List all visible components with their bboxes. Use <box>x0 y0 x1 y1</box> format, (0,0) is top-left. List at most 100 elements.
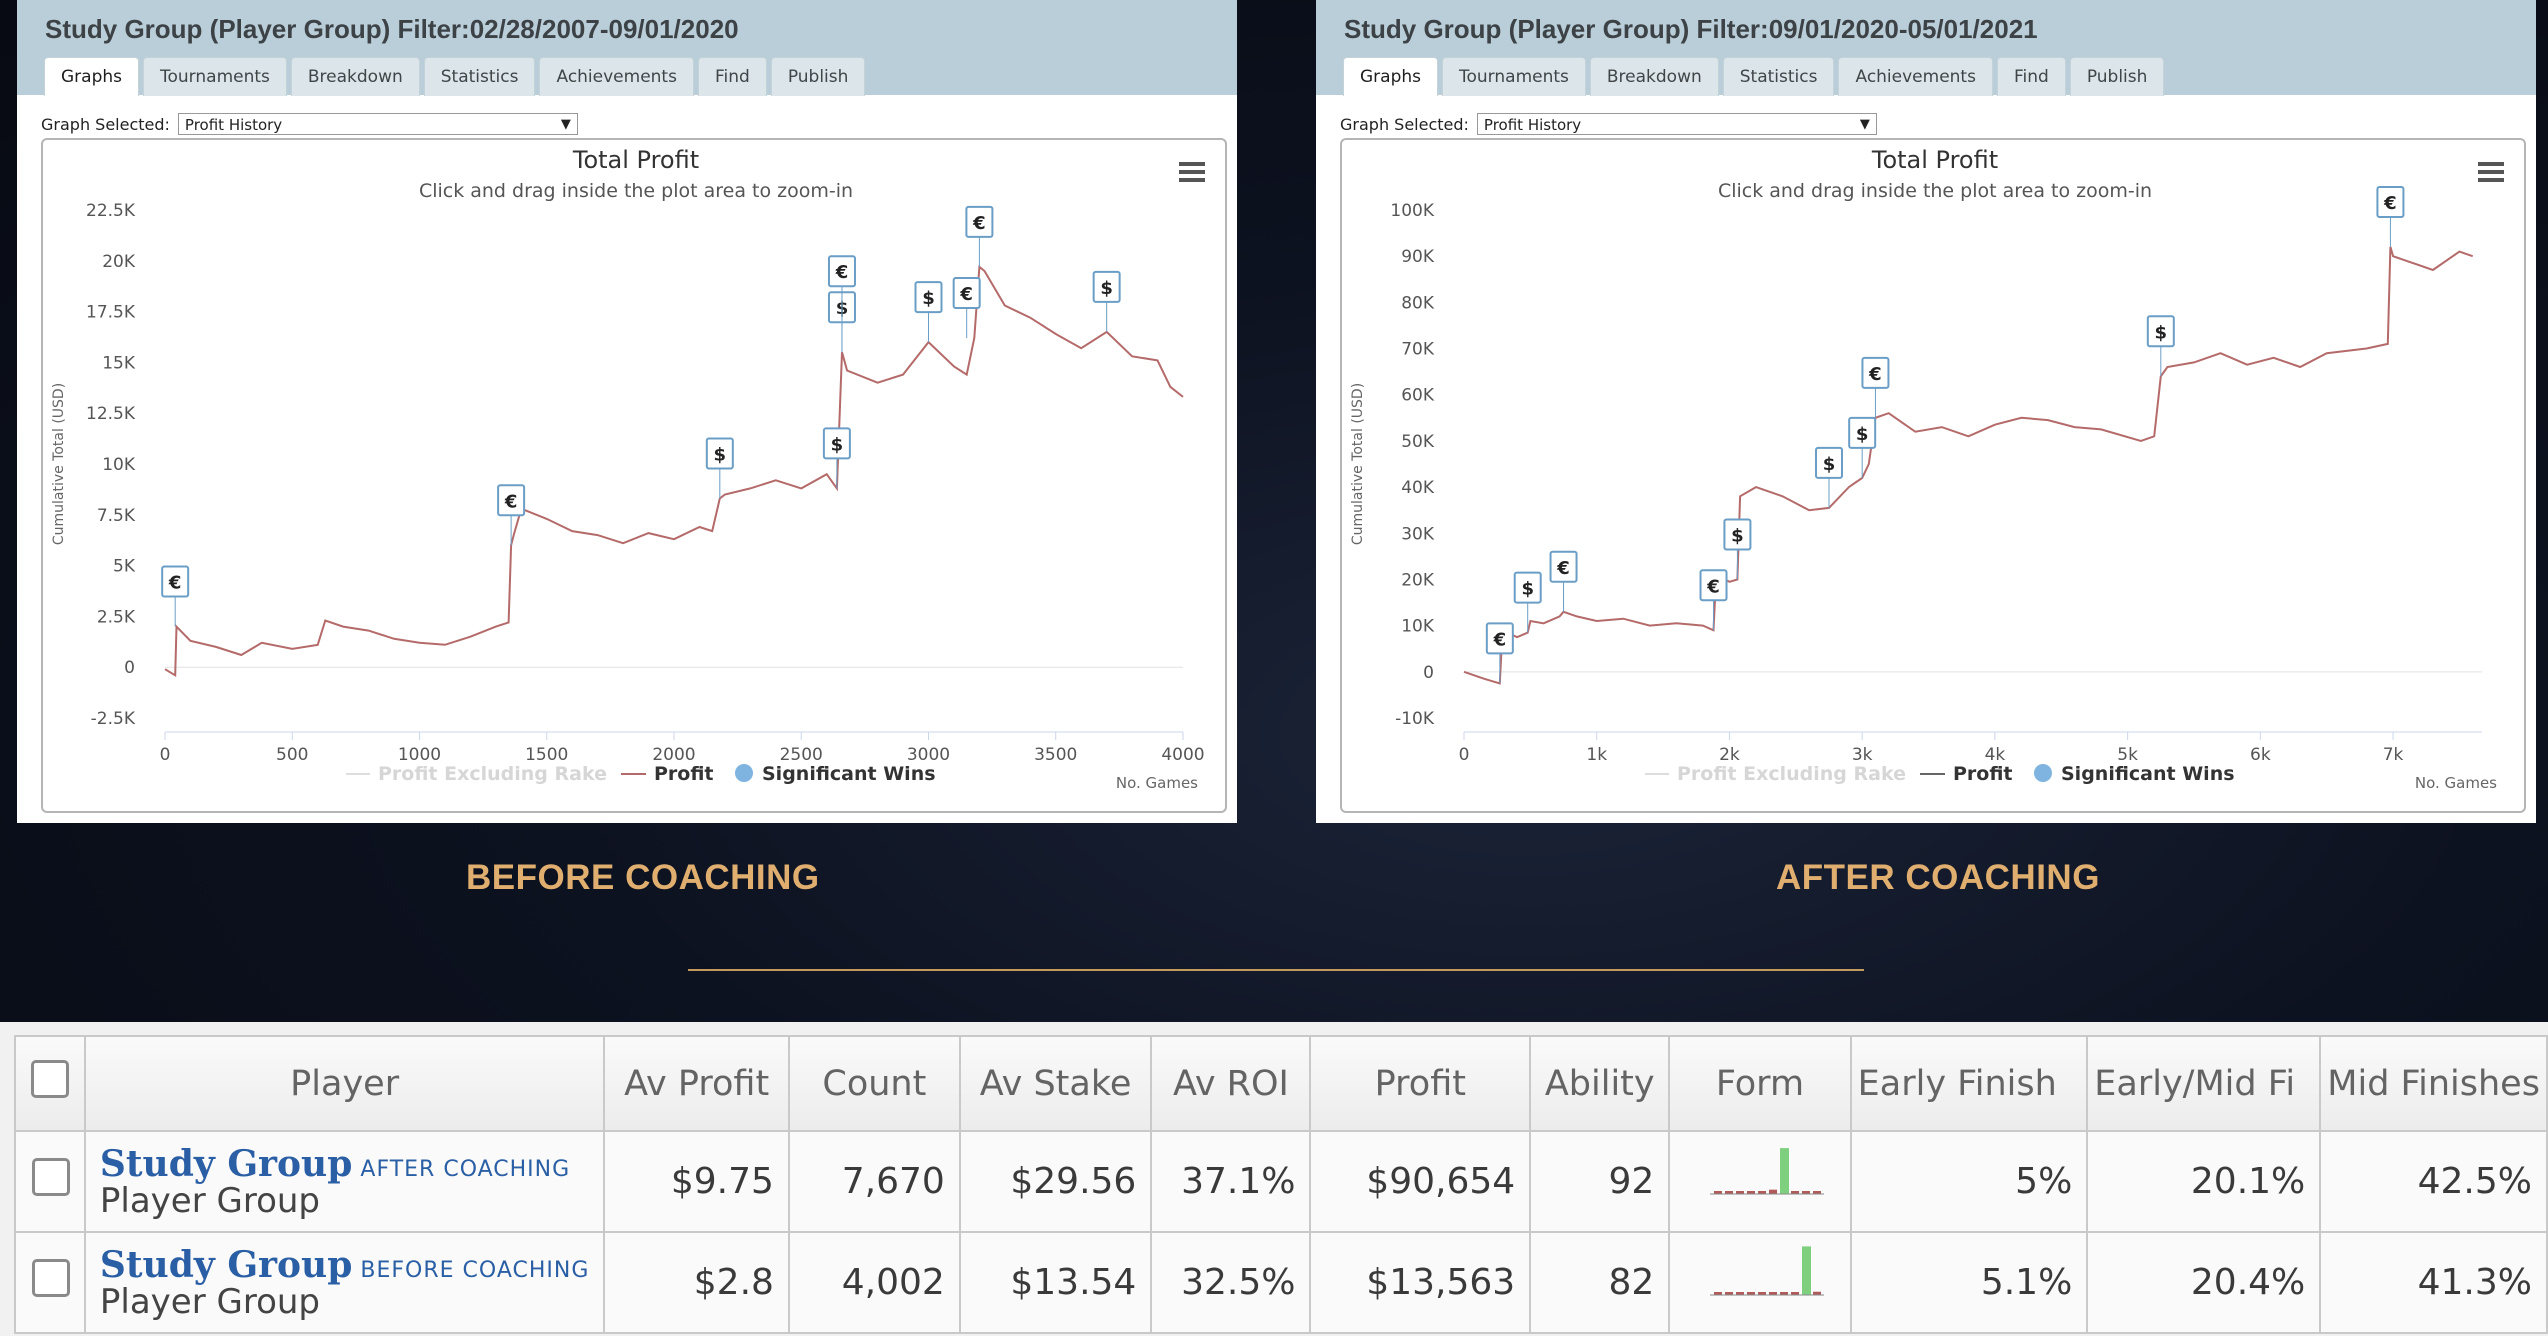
flag-box <box>1814 446 1843 479</box>
x-tick-label: 3500 <box>1034 745 1077 765</box>
player-cell: Study Group BEFORE COACHING Player Group <box>83 1231 606 1334</box>
flag-box <box>2146 315 2175 348</box>
tab-tournaments[interactable]: Tournaments <box>143 57 287 96</box>
y-tick-label: 20K <box>1401 570 1435 590</box>
y-tick-label: 15K <box>102 353 136 373</box>
col-header-form[interactable]: Form <box>1668 1035 1852 1132</box>
stats-table-area: Player Av Profit Count Av Stake Av ROI P… <box>0 1022 2548 1336</box>
tab-find[interactable]: Find <box>1996 57 2066 96</box>
col-header-player[interactable]: Player <box>83 1035 606 1132</box>
significant-win-flag: $ <box>914 281 943 343</box>
col-header-early-mid[interactable]: Early/Mid Fi <box>2086 1035 2322 1132</box>
mid-finishes-cell: 42.5% <box>2319 1130 2548 1233</box>
early-mid-cell: 20.1% <box>2086 1130 2322 1233</box>
form-sparkline <box>1709 1246 1824 1296</box>
y-tick-label: 10K <box>102 455 136 475</box>
select-all-checkbox[interactable] <box>30 1060 69 1098</box>
col-header-mid-finishes[interactable]: Mid Finishes <box>2319 1035 2548 1132</box>
profit-chart-after[interactable]: Total Profit Click and drag inside the pl… <box>1340 138 2526 813</box>
y-tick-label: 80K <box>1401 293 1435 313</box>
significant-win-flag: € <box>1549 550 1578 612</box>
tab-breakdown[interactable]: Breakdown <box>1589 57 1719 96</box>
row-checkbox[interactable] <box>31 1259 70 1297</box>
row-checkbox[interactable] <box>31 1158 70 1196</box>
y-tick-label: 100K <box>1390 201 1434 221</box>
form-bar <box>1801 1191 1810 1194</box>
profit-chart-before[interactable]: Total Profit Click and drag inside the pl… <box>41 138 1227 813</box>
flag-box <box>952 277 981 310</box>
form-bar <box>1746 1191 1755 1194</box>
x-tick-label: 2000 <box>652 745 695 765</box>
col-header-early-finish[interactable]: Early Finish <box>1849 1035 2089 1132</box>
tab-graphs[interactable]: Graphs <box>44 57 140 96</box>
tab-breakdown[interactable]: Breakdown <box>290 57 420 96</box>
x-tick-label: 0 <box>1459 745 1470 765</box>
flag-box <box>1723 518 1752 551</box>
menu-line <box>1179 162 1205 166</box>
y-tick-label: 17.5K <box>86 303 136 323</box>
flag-symbol: € <box>835 262 849 283</box>
tab-graphs[interactable]: Graphs <box>1343 57 1439 96</box>
tab-achievements[interactable]: Achievements <box>539 57 694 96</box>
tab-statistics[interactable]: Statistics <box>1722 57 1835 96</box>
menu-line <box>1179 170 1205 174</box>
chart-title: Total Profit <box>572 146 699 174</box>
table-row[interactable]: Study Group AFTER COACHING Player Group $… <box>14 1130 2548 1233</box>
col-header-av-profit[interactable]: Av Profit <box>603 1035 790 1132</box>
form-bar <box>1724 1292 1733 1295</box>
significant-win-flag: € <box>1485 622 1514 684</box>
tab-publish[interactable]: Publish <box>770 57 866 96</box>
significant-win-flag: $ <box>2146 315 2175 377</box>
col-header-ability[interactable]: Ability <box>1529 1035 1671 1132</box>
graph-select-dropdown[interactable]: Profit History ▼ <box>177 113 578 135</box>
chevron-down-icon: ▼ <box>560 117 571 132</box>
tab-publish[interactable]: Publish <box>2069 57 2165 96</box>
ability-cell: 92 <box>1529 1130 1671 1233</box>
chart-subtitle: Click and drag inside the plot area to z… <box>419 180 853 202</box>
col-header-av-roi[interactable]: Av ROI <box>1150 1035 1312 1132</box>
y-tick-label: 30K <box>1401 524 1435 544</box>
form-bar <box>1735 1191 1744 1194</box>
legend-profit-excl-rake: Profit Excluding Rake <box>1677 763 1906 785</box>
y-tick-label: 22.5K <box>86 201 136 221</box>
y-tick-label: 90K <box>1401 247 1435 267</box>
flag-box <box>1549 550 1578 583</box>
significant-win-flag: € <box>952 277 981 339</box>
table-row[interactable]: Study Group BEFORE COACHING Player Group … <box>14 1231 2548 1334</box>
flag-box <box>914 281 943 314</box>
chart-legend: Profit Excluding Rake Profit Significant W… <box>1645 763 2235 785</box>
tab-tournaments[interactable]: Tournaments <box>1442 57 1586 96</box>
legend-swatch-sig-wins <box>2034 764 2052 782</box>
y-tick-label: 50K <box>1401 432 1435 452</box>
tab-achievements[interactable]: Achievements <box>1838 57 1993 96</box>
y-tick-label: 7.5K <box>97 506 136 526</box>
x-tick-label: 1000 <box>398 745 441 765</box>
significant-win-flag: $ <box>1092 270 1121 332</box>
significant-win-flag: € <box>2376 185 2405 247</box>
significant-win-flag: € <box>965 205 994 267</box>
player-name-link[interactable]: Study Group <box>99 1142 353 1185</box>
x-tick-label: 1k <box>1586 745 1607 765</box>
tab-statistics[interactable]: Statistics <box>423 57 536 96</box>
flag-symbol: $ <box>831 434 844 455</box>
flag-box <box>1092 270 1121 303</box>
form-bar <box>1735 1292 1744 1295</box>
flag-symbol: € <box>972 213 986 234</box>
col-header-count[interactable]: Count <box>787 1035 961 1132</box>
x-tick-label: 5k <box>2117 745 2138 765</box>
y-tick-label: -2.5K <box>91 709 136 729</box>
chart-svg: Total Profit Click and drag inside the pl… <box>51 146 1205 792</box>
graph-select-dropdown[interactable]: Profit History ▼ <box>1476 113 1877 135</box>
significant-win-flag: € <box>827 255 856 353</box>
player-name-link[interactable]: Study Group <box>99 1243 353 1286</box>
significant-win-flag: $ <box>1814 446 1843 508</box>
significant-win-flag: € <box>1861 356 1890 418</box>
col-header-profit[interactable]: Profit <box>1309 1035 1532 1132</box>
tab-find[interactable]: Find <box>697 57 767 96</box>
col-header-av-stake[interactable]: Av Stake <box>958 1035 1153 1132</box>
legend-significant-wins: Significant Wins <box>762 763 936 785</box>
form-bar <box>1812 1291 1821 1295</box>
significant-win-flag: € <box>1699 569 1728 631</box>
x-tick-label: 3k <box>1852 745 1873 765</box>
mid-finishes-cell: 41.3% <box>2319 1231 2548 1334</box>
